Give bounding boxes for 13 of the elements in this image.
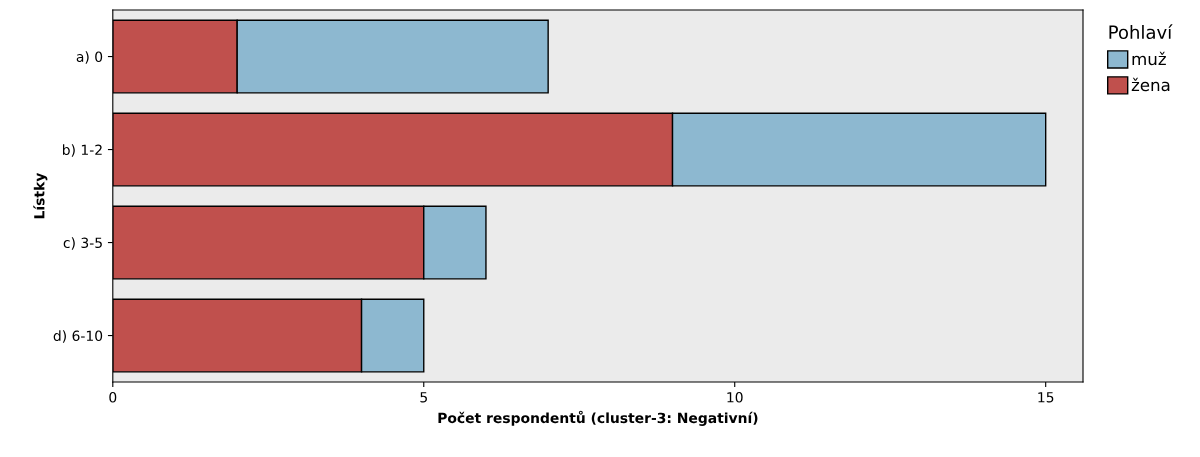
y-tick-label: c) 3-5 bbox=[63, 237, 102, 250]
y-tick-label: d) 6-10 bbox=[53, 330, 103, 343]
x-tick-label: 0 bbox=[109, 392, 117, 403]
x-tick-label: 15 bbox=[1038, 392, 1054, 403]
legend-title: Pohlaví bbox=[1109, 24, 1173, 40]
x-axis-title: Počet respondentů (cluster-3: Negativní) bbox=[438, 410, 758, 426]
legend-label: muž bbox=[1132, 51, 1166, 66]
x-tick-label: 5 bbox=[420, 392, 427, 403]
x-tick-label: 10 bbox=[727, 392, 743, 403]
y-tick-label: a) 0 bbox=[76, 51, 103, 64]
legend-label: žena bbox=[1131, 77, 1170, 92]
y-tick-label: b) 1-2 bbox=[63, 144, 102, 157]
y-axis-title: Lístky bbox=[33, 172, 48, 219]
